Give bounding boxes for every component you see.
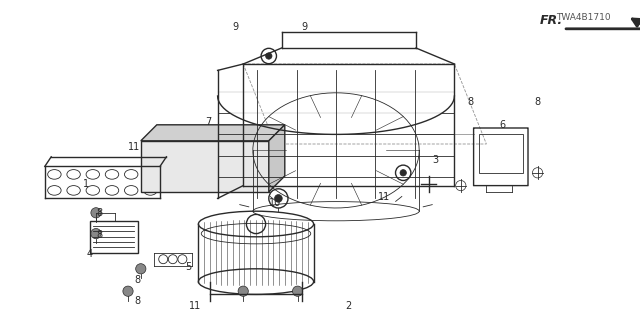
FancyBboxPatch shape <box>141 141 269 192</box>
Circle shape <box>136 264 146 274</box>
Circle shape <box>275 195 282 202</box>
Text: 4: 4 <box>86 249 93 260</box>
Polygon shape <box>269 125 285 192</box>
Text: 11: 11 <box>189 300 202 311</box>
Circle shape <box>292 286 303 296</box>
Text: 11: 11 <box>128 142 141 152</box>
Text: 8: 8 <box>96 208 102 218</box>
Text: 2: 2 <box>346 300 352 311</box>
Circle shape <box>400 170 406 176</box>
Text: 8: 8 <box>134 275 141 285</box>
Text: 8: 8 <box>467 97 474 108</box>
Text: 10: 10 <box>269 198 282 208</box>
Text: 8: 8 <box>534 97 541 108</box>
Text: 9: 9 <box>232 22 239 32</box>
Text: 11: 11 <box>378 192 390 202</box>
Circle shape <box>91 228 101 239</box>
Circle shape <box>123 286 133 296</box>
Text: 5: 5 <box>186 262 192 272</box>
Polygon shape <box>141 125 285 141</box>
Text: 9: 9 <box>301 22 307 32</box>
Circle shape <box>238 286 248 296</box>
Circle shape <box>266 53 272 59</box>
Text: 3: 3 <box>432 155 438 165</box>
Text: 8: 8 <box>134 296 141 306</box>
Text: 6: 6 <box>499 120 506 130</box>
Text: TWA4B1710: TWA4B1710 <box>557 13 611 22</box>
Text: FR.: FR. <box>540 14 563 27</box>
Text: 1: 1 <box>83 179 90 189</box>
Text: 8: 8 <box>96 230 102 240</box>
Circle shape <box>91 208 101 218</box>
Text: 7: 7 <box>205 116 211 127</box>
